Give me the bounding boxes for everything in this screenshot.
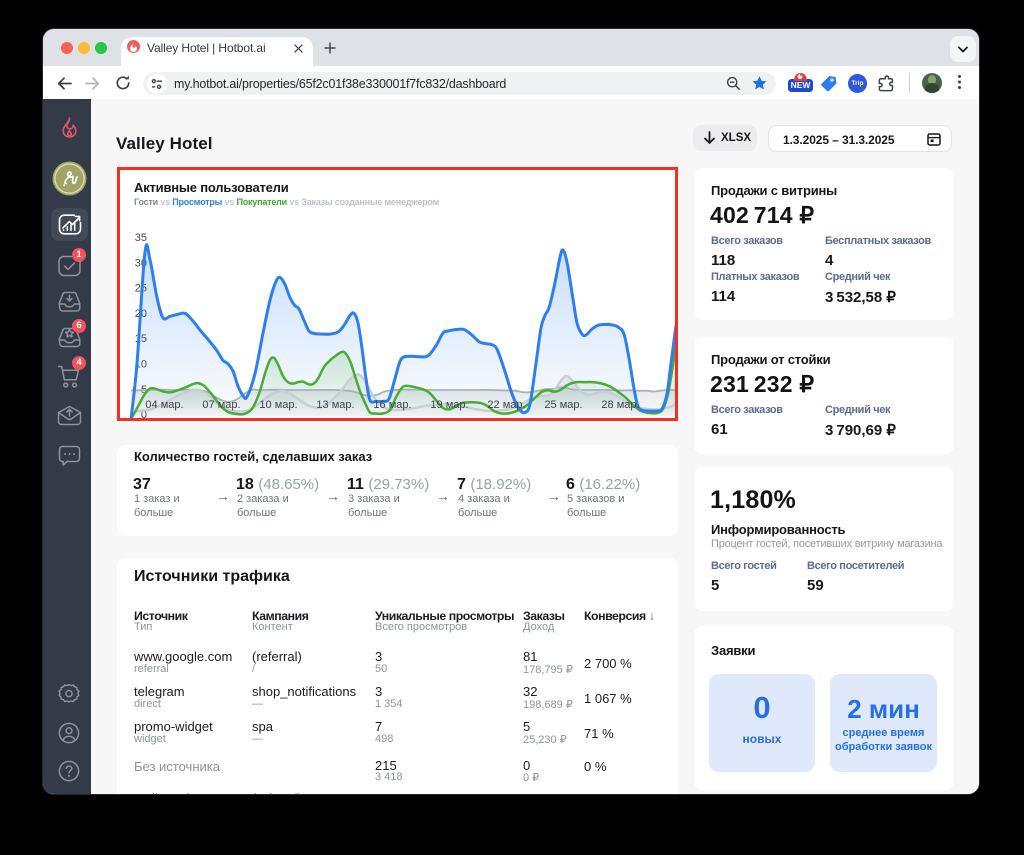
svg-text:07 мар.: 07 мар. xyxy=(202,399,240,411)
svg-text:10 мар.: 10 мар. xyxy=(259,399,297,411)
svg-text:28 мар.: 28 мар. xyxy=(601,399,639,411)
svg-text:19 мар.: 19 мар. xyxy=(430,399,468,411)
svg-text:22 мар.: 22 мар. xyxy=(487,399,525,411)
svg-text:35: 35 xyxy=(135,232,147,244)
svg-text:25 мар.: 25 мар. xyxy=(544,399,582,411)
svg-text:04 мар.: 04 мар. xyxy=(145,399,183,411)
svg-text:16 мар.: 16 мар. xyxy=(373,399,411,411)
svg-text:13 мар.: 13 мар. xyxy=(316,399,354,411)
